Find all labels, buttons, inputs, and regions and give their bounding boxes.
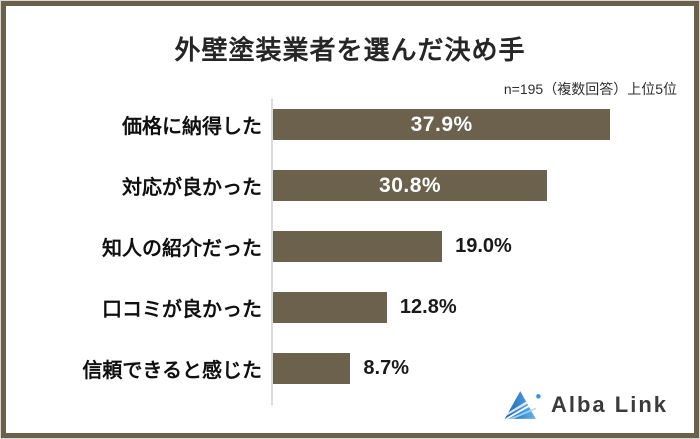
category-label: 口コミが良かった [102, 299, 262, 321]
value-label: 12.8% [399, 296, 457, 318]
alba-link-logo-icon [503, 388, 541, 422]
brand-lockup: Alba Link [503, 388, 668, 422]
bar-track: 19.0% 19.0% [273, 231, 688, 262]
value-label: 8.7% [363, 357, 410, 379]
chart-area: 外壁塗装業者を選んだ決め手 n=195（複数回答）上位5位 価格に納得した 37… [6, 6, 694, 433]
category-label: 知人の紹介だった [102, 238, 262, 260]
bar-row: 価格に納得した 37.9% 37.9% [6, 109, 688, 140]
value-label: 30.8% [379, 174, 442, 197]
bar-track: 30.8% 30.8% [273, 170, 688, 201]
bar-row: 知人の紹介だった 19.0% 19.0% [6, 231, 688, 262]
category-label: 価格に納得した [122, 116, 262, 138]
bar: 37.9% [273, 109, 611, 140]
bar-row: 信頼できると感じた 8.7% 8.7% [6, 353, 688, 384]
bar-track: 37.9% 37.9% [273, 109, 688, 140]
bar: 19.0% [273, 231, 443, 262]
bar-row: 口コミが良かった 12.8% 12.8% [6, 292, 688, 323]
value-label: 37.9% [410, 113, 473, 136]
category-label: 対応が良かった [122, 177, 262, 199]
value-label: 19.0% [455, 235, 512, 257]
bar: 30.8% [273, 170, 548, 201]
y-axis-line [271, 99, 273, 405]
bar: 12.8% [273, 292, 387, 323]
bar-row: 対応が良かった 30.8% 30.8% [6, 170, 688, 201]
bar-track: 8.7% 8.7% [273, 353, 688, 384]
category-label: 信頼できると感じた [82, 360, 262, 382]
chart-title: 外壁塗装業者を選んだ決め手 [174, 35, 526, 65]
bar: 8.7% [273, 353, 351, 384]
bar-track: 12.8% 12.8% [273, 292, 688, 323]
sample-size-note: n=195（複数回答）上位5位 [503, 81, 677, 97]
brand-name: Alba Link [550, 392, 668, 417]
